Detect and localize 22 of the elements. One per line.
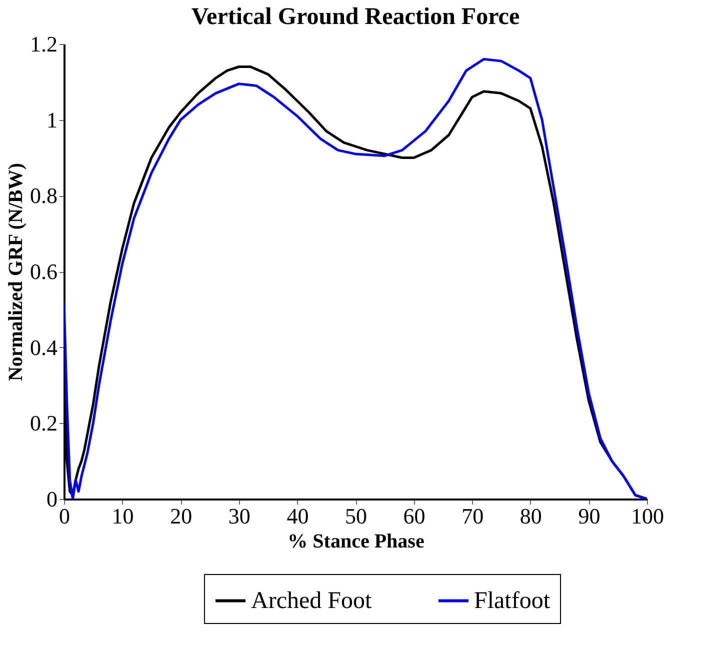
legend-label: Flatfoot — [474, 588, 550, 614]
y-tick-label: 0.6 — [30, 259, 58, 284]
x-tick-label: 80 — [520, 504, 542, 528]
legend-label: Arched Foot — [251, 588, 372, 614]
y-tick-label: 0.4 — [30, 334, 58, 360]
y-tick-label: 0.8 — [30, 183, 58, 208]
x-tick-label: 10 — [112, 504, 134, 528]
x-axis-title: % Stance Phase — [288, 530, 424, 552]
x-tick-label: 20 — [170, 504, 192, 528]
x-tick-label: 70 — [462, 504, 484, 528]
y-tick-label: 1.2 — [30, 32, 58, 56]
x-tick-label: 50 — [345, 504, 367, 528]
x-tick-label: 30 — [228, 504, 250, 528]
x-tick-label: 40 — [286, 504, 309, 528]
chart-title: Vertical Ground Reaction Force — [191, 4, 520, 30]
y-tick-label: 0.2 — [30, 410, 58, 436]
x-tick-label: 90 — [578, 504, 600, 528]
x-tick-label: 60 — [403, 504, 426, 528]
y-tick-label: 0 — [46, 486, 58, 512]
y-tick-label: 1 — [46, 107, 58, 132]
y-axis-title: Normalized GRF (N/BW) — [5, 162, 27, 382]
x-tick-label: 100 — [631, 504, 664, 528]
